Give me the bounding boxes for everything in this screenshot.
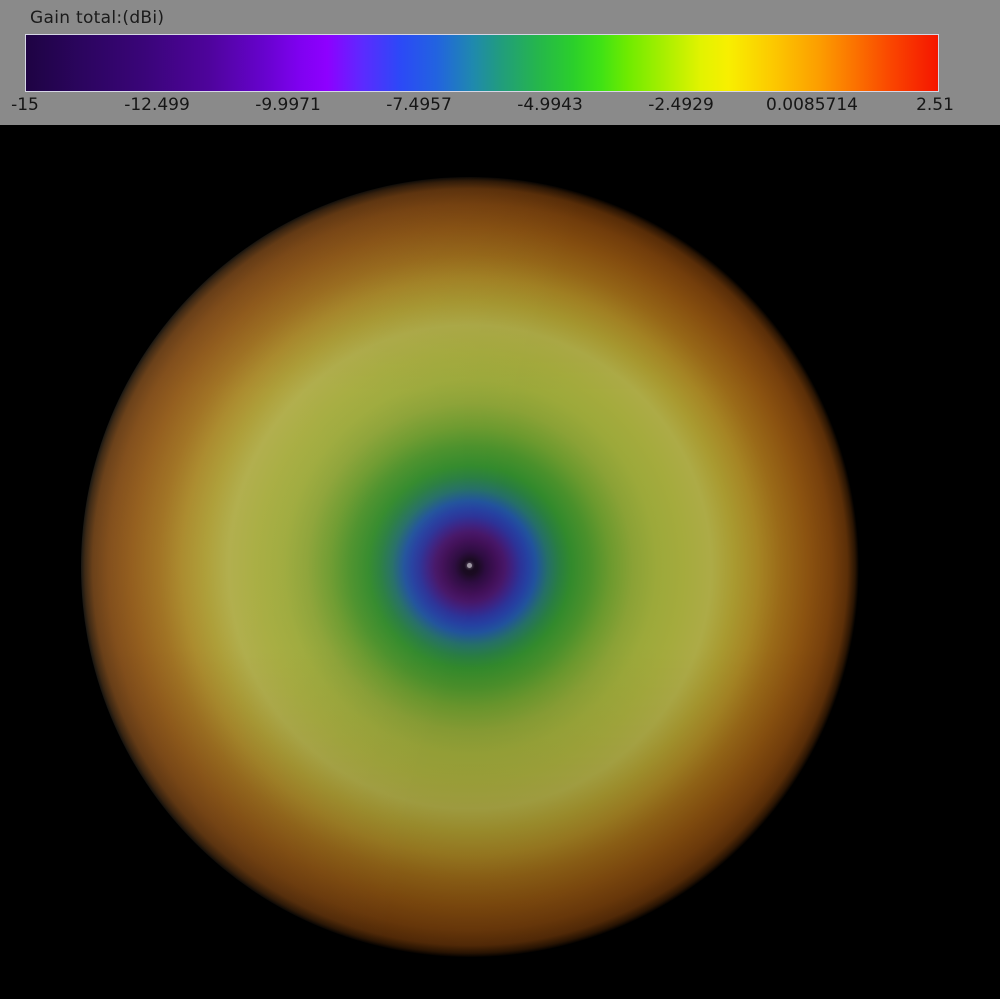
colorbar-tick-label: -12.499 xyxy=(124,95,190,115)
colorbar-tick-label: -2.4929 xyxy=(648,95,714,115)
colorbar-gradient xyxy=(25,34,939,92)
plot-area[interactable] xyxy=(0,125,1000,999)
colorbar-tick-label: -9.9971 xyxy=(255,95,321,115)
colorbar-tick-label: -4.9943 xyxy=(517,95,583,115)
colorbar-tick-label: 0.0085714 xyxy=(766,95,858,115)
colorbar-panel: Gain total:(dBi) -15 -12.499 -9.9971 -7.… xyxy=(0,0,1000,125)
colorbar-title: Gain total:(dBi) xyxy=(30,8,165,28)
colorbar-tick-label: -7.4957 xyxy=(386,95,452,115)
center-null-dot xyxy=(467,563,472,568)
colorbar-tick-label: -15 xyxy=(11,95,39,115)
colorbar-tick-label: 2.51 xyxy=(916,95,954,115)
radiation-disc xyxy=(81,177,859,957)
